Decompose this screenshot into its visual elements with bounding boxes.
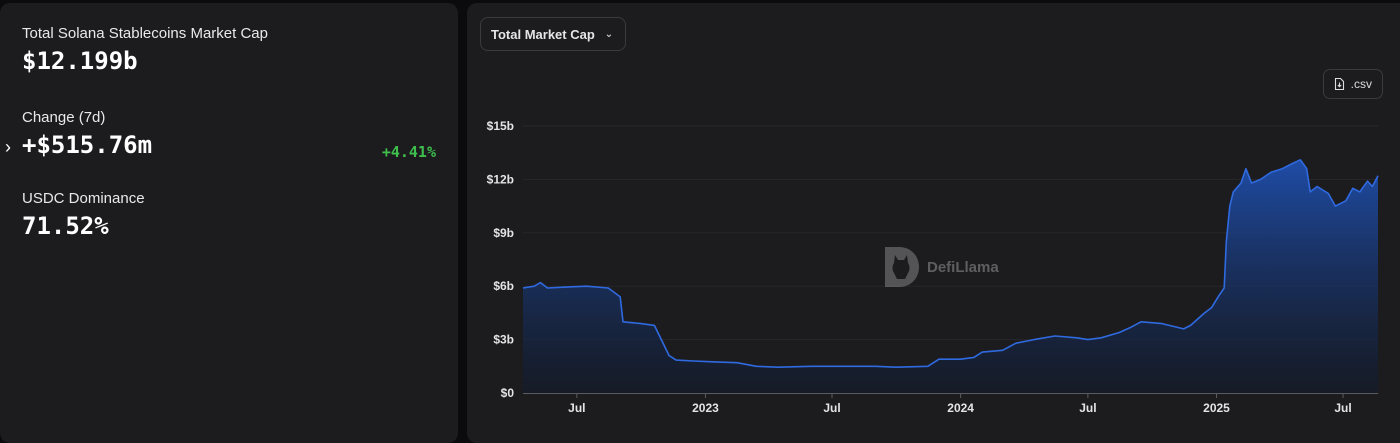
y-tick-label: $3b bbox=[493, 333, 514, 347]
x-tick-label: Jul bbox=[823, 401, 840, 415]
y-tick-label: $9b bbox=[493, 226, 514, 240]
y-tick-label: $0 bbox=[501, 386, 515, 400]
csv-button-label: .csv bbox=[1350, 77, 1372, 91]
chevron-right-icon[interactable]: › bbox=[5, 137, 11, 157]
y-tick-label: $12b bbox=[487, 172, 514, 186]
total-mcap-label: Total Solana Stablecoins Market Cap bbox=[22, 25, 268, 42]
x-tick-label: 2023 bbox=[692, 401, 719, 415]
change-7d-percent: +4.41% bbox=[381, 143, 436, 161]
series-line bbox=[522, 159, 1379, 368]
y-axis: $0 $3b $6b $9b $12b $15b bbox=[487, 119, 515, 400]
x-tick-label: Jul bbox=[1079, 401, 1096, 415]
chevron-down-icon: ⌄ bbox=[604, 28, 614, 40]
y-tick-label: $6b bbox=[493, 279, 514, 293]
llama-logo-icon bbox=[885, 247, 919, 287]
usdc-dominance-label: USDC Dominance bbox=[22, 190, 145, 207]
area-series bbox=[522, 159, 1379, 393]
metric-select-label: Total Market Cap bbox=[491, 26, 595, 42]
csv-download-button[interactable]: .csv bbox=[1322, 69, 1383, 99]
x-axis: Jul 2023 Jul 2024 Jul 2025 Jul bbox=[523, 393, 1378, 415]
defillama-watermark: DefiLlama bbox=[881, 245, 999, 289]
usdc-dominance-value: 71.52% bbox=[22, 212, 109, 240]
x-tick-label: 2025 bbox=[1203, 401, 1230, 415]
change-7d-label: Change (7d) bbox=[22, 109, 106, 126]
total-mcap-value: $12.199b bbox=[22, 47, 138, 75]
y-tick-label: $15b bbox=[487, 119, 514, 133]
watermark-text: DefiLlama bbox=[927, 258, 999, 276]
x-tick-label: Jul bbox=[568, 401, 585, 415]
market-cap-chart[interactable]: $0 $3b $6b $9b $12b $15b Jul 2023 Jul 2024 Jul 202… bbox=[467, 3, 1400, 431]
metric-select[interactable]: Total Market Cap ⌄ bbox=[480, 17, 627, 51]
file-download-icon bbox=[1334, 78, 1344, 90]
x-tick-label: Jul bbox=[1334, 401, 1351, 415]
area-fill bbox=[523, 159, 1378, 393]
change-7d-value: +$515.76m bbox=[22, 131, 153, 159]
x-tick-label: 2024 bbox=[947, 401, 974, 415]
stats-panel: Total Solana Stablecoins Market Cap $12.… bbox=[0, 3, 458, 443]
chart-panel: Total Market Cap ⌄ .csv $0 $3b $6b $9b $12b $… bbox=[467, 3, 1400, 443]
